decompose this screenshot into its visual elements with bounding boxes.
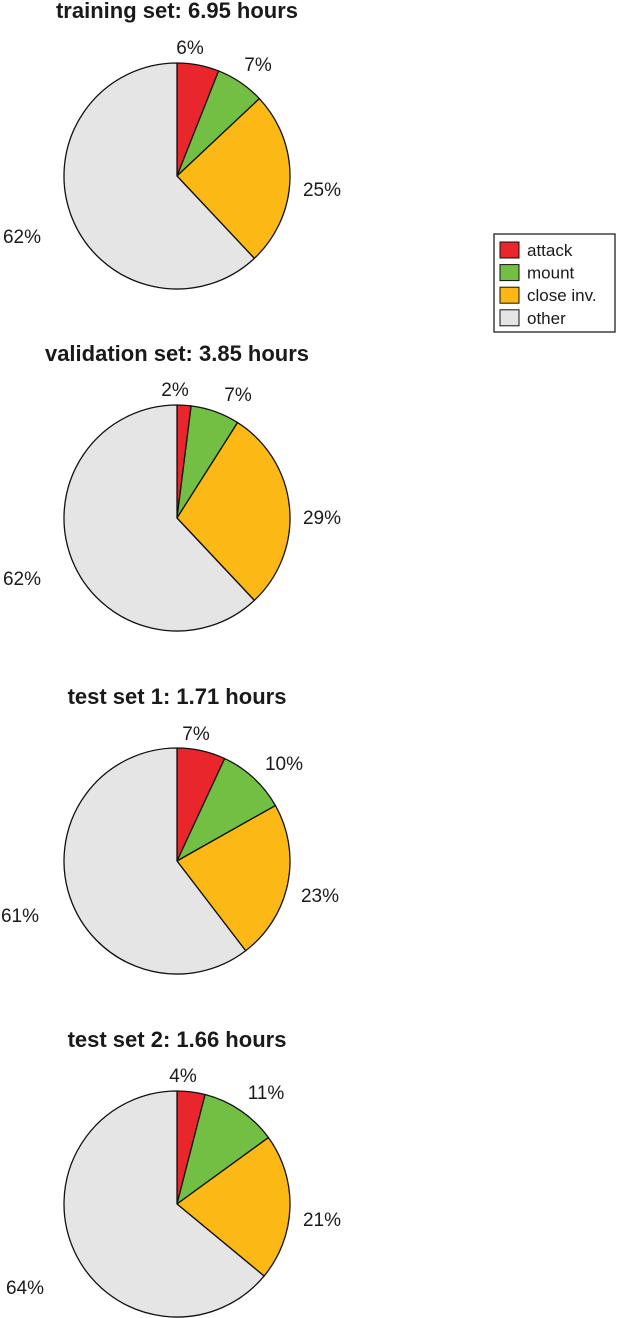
legend-label: mount [527,264,575,283]
pie-chart-2: validation set: 3.85 hours 2% 7% 29% 62% [3,341,341,632]
legend-swatch [499,264,520,282]
legend-swatch [499,309,520,327]
slice-label: 4% [169,1066,197,1087]
pie-slice-other [63,404,255,632]
pie-slice-mount [176,1093,270,1205]
pie-slice-other [63,1090,265,1318]
pie-chart-4: test set 2: 1.66 hours 4% 11% 21% 64% [6,1027,341,1318]
chart-title: test set 1: 1.71 hours [68,684,287,709]
slice-label: 25% [303,180,341,201]
slice-label: 21% [303,1210,341,1231]
pie-slice-close-inv [176,804,291,952]
slice-label: 7% [244,55,272,76]
slice-label: 61% [1,906,39,927]
slice-label: 11% [248,1083,285,1104]
slice-label: 2% [161,380,189,401]
slice-label: 62% [3,569,41,590]
pie-charts: training set: 6.95 hours6%7%25%62%valida… [1,0,341,1318]
legend-label: other [527,309,566,328]
pie-slice-other [63,747,247,975]
slice-label: 64% [6,1278,44,1299]
legend-swatch [499,241,520,259]
pie-slice-close-inv [176,421,291,602]
pie-slice-other [63,62,255,290]
slice-label: 29% [303,508,341,529]
legend-label: attack [527,241,573,260]
slice-label: 23% [301,886,339,907]
chart-title: test set 2: 1.66 hours [68,1027,287,1052]
pie-chart-1: training set: 6.95 hours 6% 7% 25% 62% [3,0,341,290]
chart-title: validation set: 3.85 hours [45,341,309,366]
legend-swatch [499,286,520,304]
slice-label: 7% [224,385,252,406]
legend: attack mount close inv. other [493,233,616,333]
legend-label: close inv. [527,286,597,305]
slice-label: 62% [3,227,41,248]
pie-chart-3: test set 1: 1.71 hours 7% 10% 23% 61% [1,684,339,975]
slice-label: 10% [265,754,303,775]
pie-slice-close-inv [176,98,291,260]
slice-label: 6% [176,38,204,59]
slice-label: 7% [182,724,210,745]
pie-slice-close-inv [176,1136,291,1277]
chart-title: training set: 6.95 hours [56,0,298,23]
